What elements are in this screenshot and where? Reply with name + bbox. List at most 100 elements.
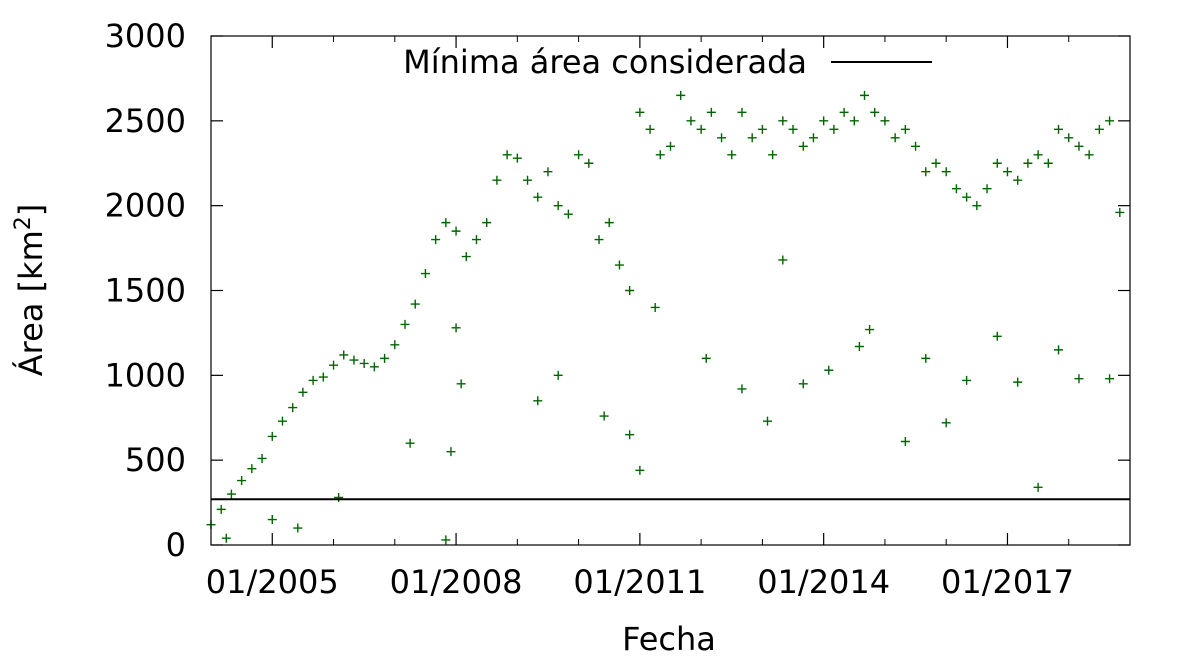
data-point <box>686 116 696 126</box>
data-point <box>829 124 839 134</box>
data-point <box>808 133 818 143</box>
x-axis-title: Fecha <box>622 620 716 658</box>
data-point <box>854 341 864 351</box>
data-point <box>1074 374 1084 384</box>
data-point <box>992 331 1002 341</box>
ticks-layer <box>211 35 1130 546</box>
data-point <box>706 107 716 117</box>
y-axis-title-main: Área [km <box>12 230 50 376</box>
data-point <box>405 438 415 448</box>
data-point <box>763 416 773 426</box>
data-point <box>288 403 298 413</box>
data-point <box>359 358 369 368</box>
data-point <box>1084 150 1094 160</box>
x-tick-label: 01/2008 <box>390 563 523 601</box>
data-point <box>420 269 430 279</box>
data-point <box>492 175 502 185</box>
data-point <box>1105 116 1115 126</box>
data-point <box>890 133 900 143</box>
data-point <box>512 153 522 163</box>
data-point <box>941 167 951 177</box>
data-point <box>717 133 727 143</box>
x-tick-label: 01/2005 <box>206 563 339 601</box>
data-point <box>614 260 624 270</box>
x-tick-label: 01/2011 <box>573 563 706 601</box>
data-point <box>257 453 267 463</box>
data-point <box>431 235 441 245</box>
data-point <box>962 375 972 385</box>
data-point <box>308 375 318 385</box>
data-point <box>380 353 390 363</box>
data-point <box>604 218 614 228</box>
data-point <box>369 362 379 372</box>
data-point <box>334 492 344 502</box>
data-point <box>819 116 829 126</box>
data-point <box>298 387 308 397</box>
data-point <box>778 255 788 265</box>
y-axis-title-superscript: 2 <box>11 216 36 230</box>
data-point <box>277 416 287 426</box>
data-point <box>768 150 778 160</box>
data-point <box>390 340 400 350</box>
data-point <box>865 325 875 335</box>
data-point <box>880 116 890 126</box>
data-point <box>349 355 359 365</box>
data-point <box>441 218 451 228</box>
y-tick-label: 0 <box>166 526 186 564</box>
data-point <box>788 124 798 134</box>
data-point <box>972 201 982 211</box>
data-point <box>625 430 635 440</box>
data-point <box>655 150 665 160</box>
data-point <box>221 533 231 543</box>
scatter-layer <box>206 90 1125 545</box>
data-point <box>992 158 1002 168</box>
data-point <box>482 218 492 228</box>
y-tick-label: 500 <box>125 441 186 479</box>
data-point <box>737 384 747 394</box>
data-point <box>339 350 349 360</box>
data-point <box>757 124 767 134</box>
data-point <box>635 465 645 475</box>
data-point <box>900 437 910 447</box>
data-point <box>778 116 788 126</box>
data-point <box>584 158 594 168</box>
data-point <box>900 124 910 134</box>
data-point <box>696 124 706 134</box>
data-point <box>502 150 512 160</box>
data-point <box>921 353 931 363</box>
x-tick-label: 01/2014 <box>757 563 890 601</box>
data-point <box>650 302 660 312</box>
data-point <box>849 116 859 126</box>
data-point <box>216 504 226 514</box>
data-point <box>666 141 675 151</box>
data-point <box>951 184 961 194</box>
data-point <box>737 107 747 117</box>
data-point <box>293 523 303 533</box>
data-point <box>1054 345 1064 355</box>
data-point <box>441 535 451 545</box>
data-point <box>1043 158 1053 168</box>
data-point <box>625 286 635 295</box>
data-point <box>329 360 339 370</box>
data-point <box>870 107 880 117</box>
data-point <box>318 372 328 382</box>
data-point <box>839 107 849 117</box>
data-point <box>824 365 834 375</box>
data-point <box>1023 158 1033 168</box>
data-point <box>921 167 931 177</box>
y-tick-label: 1500 <box>105 272 186 310</box>
data-point <box>1105 374 1115 384</box>
data-point <box>543 167 553 177</box>
data-point <box>446 447 456 457</box>
data-point <box>1033 482 1043 492</box>
data-point <box>911 141 921 151</box>
data-point <box>1013 377 1023 387</box>
data-point <box>1064 133 1074 143</box>
data-point <box>1013 175 1023 185</box>
data-point <box>982 184 992 194</box>
data-point <box>1002 167 1012 177</box>
y-tick-label: 1000 <box>105 356 186 394</box>
data-point <box>533 192 543 202</box>
data-point <box>747 133 757 143</box>
